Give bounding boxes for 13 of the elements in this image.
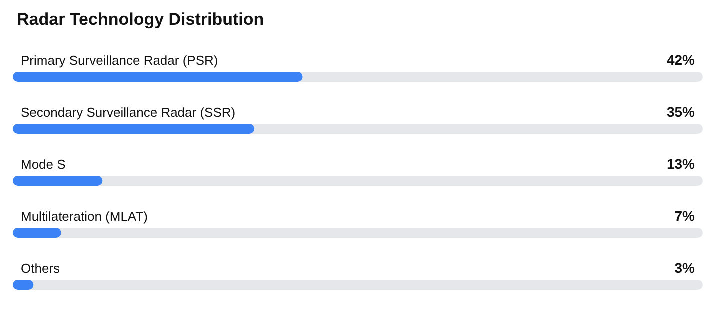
data-label: 3% (674, 260, 696, 276)
data-label: 13% (666, 156, 696, 172)
bar (13, 228, 62, 238)
y-tick-label: Primary Surveillance Radar (PSR) (21, 53, 218, 68)
data-label: 35% (666, 104, 696, 120)
y-tick-label: Secondary Surveillance Radar (SSR) (21, 105, 236, 120)
chart-title: Radar Technology Distribution (17, 10, 264, 29)
y-tick-label: Mode S (21, 157, 66, 172)
data-label: 7% (674, 208, 696, 224)
y-tick-label: Others (21, 261, 61, 276)
y-tick-label: Multilateration (MLAT) (21, 209, 148, 224)
data-label: 42% (666, 52, 696, 68)
bar (13, 176, 103, 186)
